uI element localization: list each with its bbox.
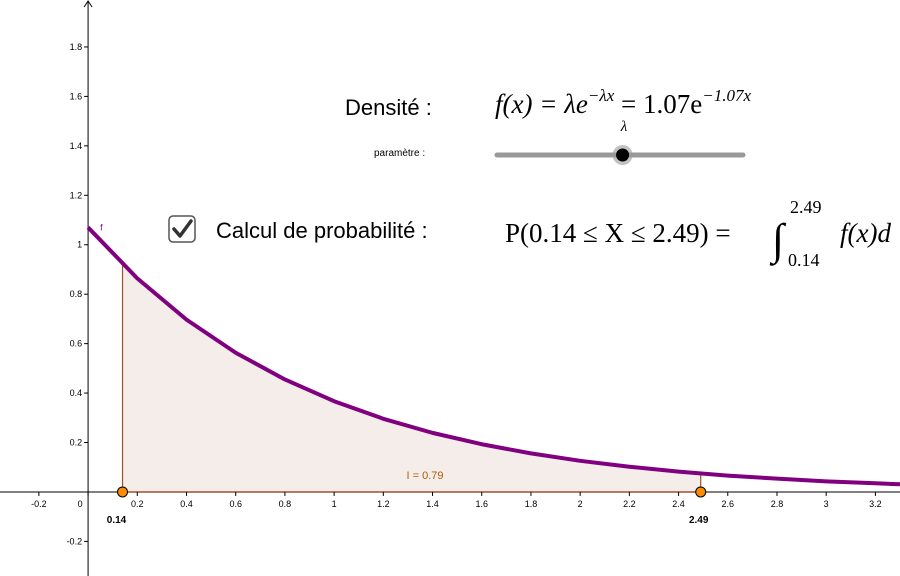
x-tick-label: 3 — [824, 499, 829, 509]
x-tick-label: 1.2 — [377, 499, 390, 509]
y-tick-label: 1.8 — [70, 42, 83, 52]
y-tick-label: 1 — [77, 240, 82, 250]
x-tick-label: 2.2 — [623, 499, 636, 509]
x-tick-label: 0.2 — [131, 499, 144, 509]
checkmark — [172, 219, 193, 238]
y-tick-label: 0.2 — [70, 438, 83, 448]
bound-point — [117, 486, 129, 498]
x-tick-label: 0.8 — [279, 499, 292, 509]
slider-knob[interactable] — [616, 148, 630, 162]
y-tick-label: 0.6 — [70, 339, 83, 349]
x-tick-label: 2.4 — [672, 499, 685, 509]
formula-part: P(0.14 ≤ X ≤ 2.49) = — [505, 218, 731, 248]
curve-name: f — [100, 222, 103, 232]
density-formula: f(x) = λe−λx = 1.07e−1.07x — [495, 86, 751, 119]
density-label: Densité : — [345, 95, 432, 120]
x-tick-label: -0.2 — [31, 499, 47, 509]
x-tick-label: 2.6 — [722, 499, 735, 509]
formula-part: = 1.07e — [614, 89, 702, 119]
bound-label: 0.14 — [107, 515, 127, 526]
integral-upper: 2.49 — [790, 197, 822, 217]
x-tick-label: 1.4 — [426, 499, 439, 509]
x-tick-label: 2 — [578, 499, 583, 509]
probability-label: Calcul de probabilité : — [216, 218, 428, 243]
area-label: I = 0.79 — [406, 470, 443, 482]
formula-part: f(x) = λe — [495, 89, 588, 119]
y-axis-arrow — [83, 0, 93, 8]
y-tick-label: 1.2 — [70, 190, 83, 200]
formula-exponent: −1.07x — [702, 86, 751, 105]
bound-point — [695, 486, 707, 498]
x-tick-label: 0.6 — [229, 499, 242, 509]
checkbox[interactable] — [168, 215, 196, 243]
probability-formula: P(0.14 ≤ X ≤ 2.49) = — [505, 218, 731, 248]
x-tick-label: 2.8 — [771, 499, 784, 509]
y-tick-label: 0.4 — [70, 388, 83, 398]
formula-exponent: −λx — [588, 86, 615, 105]
x-tick-label: 1 — [332, 499, 337, 509]
x-tick-label: 3.2 — [869, 499, 882, 509]
integral-sign: ∫ — [769, 215, 787, 266]
x-tick-label: 0 — [78, 499, 83, 509]
curve — [86, 226, 900, 487]
x-tick-label: 1.8 — [525, 499, 538, 509]
bound-label: 2.49 — [689, 515, 709, 526]
slider-label: paramètre : — [374, 148, 425, 159]
probability-area — [122, 264, 701, 492]
y-tick-label: 1.6 — [70, 91, 83, 101]
integral-tail: f(x)d — [840, 218, 891, 248]
x-tick-label: 1.6 — [475, 499, 488, 509]
x-tick-label: 0.4 — [180, 499, 193, 509]
integral-lower: 0.14 — [788, 250, 820, 270]
slider-name: λ — [620, 119, 628, 135]
y-tick-label: -0.2 — [67, 536, 83, 546]
y-tick-label: 0.8 — [70, 289, 83, 299]
y-tick-label: 1.4 — [70, 141, 83, 151]
